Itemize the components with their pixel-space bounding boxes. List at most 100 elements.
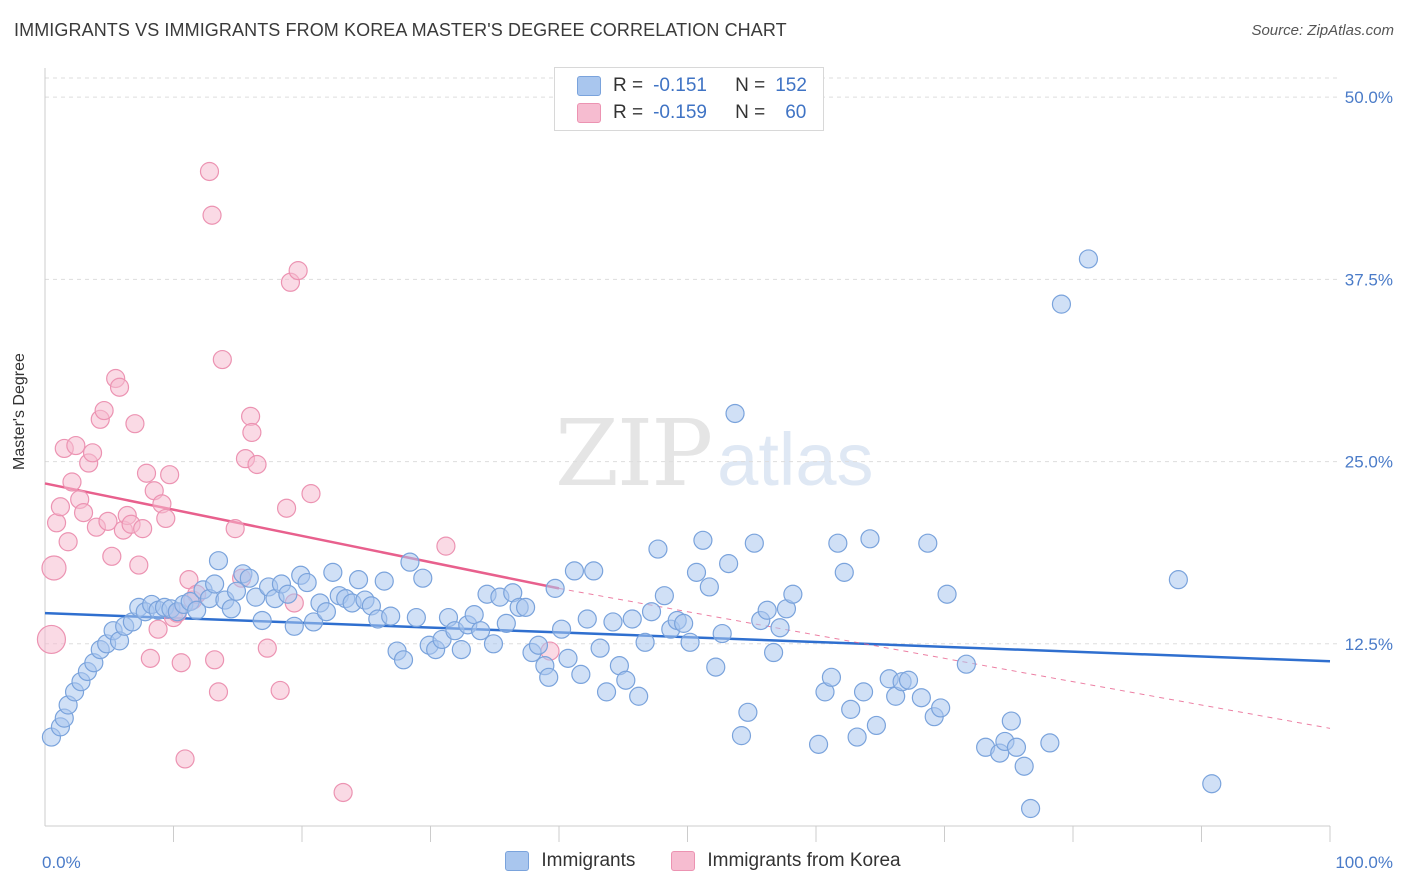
immigrants-point [680,632,700,652]
immigrants-point [381,606,401,626]
watermark-atlas: atlas [717,418,874,501]
immigrants-point [654,586,674,606]
korea-point [125,414,145,434]
korea-point [333,782,353,803]
korea-point [148,619,168,639]
korea-point [202,205,222,225]
korea-point [257,638,277,658]
immigrants-point [187,600,207,620]
immigrants-point [1078,249,1099,269]
x-tick-label: 0.0% [42,853,81,872]
korea-point [62,472,82,492]
korea-point [276,498,297,518]
korea-point [109,377,130,397]
immigrants-point [226,581,247,601]
bottom-legend-label: Immigrants [541,850,636,871]
immigrants-point [451,640,471,660]
korea-point [129,555,149,575]
immigrants-point [738,702,758,722]
korea-point [199,161,220,182]
korea-point [82,443,103,463]
immigrants-point [239,568,259,588]
bottom-legend-swatch-pink [671,851,696,871]
immigrants-point [584,561,604,581]
immigrants-point [571,664,591,685]
immigrants-point [558,648,578,668]
immigrants-point [406,607,426,628]
legend-n-label: N = [735,102,766,123]
immigrants-point [1040,733,1060,753]
immigrants-point [860,529,880,549]
korea-point [133,519,153,539]
grid-layer [45,77,1338,645]
immigrants-point [539,667,559,687]
immigrants-point [348,570,369,590]
immigrants-point [731,726,752,746]
legend-r-label: R = [613,75,644,96]
immigrants-point [1051,294,1072,314]
immigrants-point [674,613,694,633]
korea-point [73,502,94,523]
immigrants-point [719,554,739,574]
korea-point [212,349,232,370]
immigrants-point [853,682,874,702]
immigrants-point [956,654,976,674]
korea-point [241,406,261,426]
immigrants-point [496,613,516,633]
korea-point [160,465,180,485]
korea-point [247,454,267,475]
korea-point [98,511,118,531]
immigrants-point [545,578,565,598]
immigrants-point [725,403,745,424]
immigrants-point [393,650,414,670]
legend-r-value: -0.159 [653,102,707,123]
immigrants-point [808,734,829,754]
immigrants-point [841,699,861,719]
legend-n-value: 60 [785,102,807,123]
korea-point [301,484,321,504]
immigrants-point [866,715,886,736]
immigrants-point [297,572,317,593]
bottom-legend-korea: Immigrants from Korea [671,850,901,872]
korea-point [36,624,67,655]
chart-source: Source: ZipAtlas.com [1251,22,1394,39]
y-tick-label: 50.0% [1345,88,1393,107]
legend-row-korea: R = -0.159 N = 60 [577,101,806,125]
immigrants-point [400,552,420,572]
immigrants-point [278,584,298,604]
immigrants-point [316,602,337,622]
korea-point [270,680,290,701]
immigrants-point [686,562,707,582]
immigrants-point [693,530,713,550]
korea-point [225,519,245,539]
y-tick-label: 25.0% [1345,453,1393,472]
korea-point [136,463,157,483]
y-tick-label: 37.5% [1345,270,1393,289]
immigrants-point [911,688,931,708]
korea-point [58,532,78,552]
immigrants-point [821,667,842,687]
korea-point [208,682,229,702]
legend-n-value: 152 [775,75,807,96]
legend-swatch-blue [577,76,601,96]
immigrants-point [699,577,719,597]
immigrants-point [744,533,764,553]
y-tick-label: 12.5% [1345,635,1393,654]
immigrants-point [706,657,726,677]
korea-point [242,422,262,443]
immigrants-point [464,605,484,625]
immigrants-point [616,670,636,690]
immigrants-point [1168,570,1188,590]
immigrants-point [635,632,655,652]
immigrants-point [551,619,572,639]
immigrants-point [590,638,610,658]
immigrants-point [577,609,597,629]
immigrants-point [528,635,549,655]
korea-point [140,648,160,668]
immigrants-point [770,618,790,638]
immigrants-point [1001,711,1021,731]
immigrants-point [712,623,732,644]
immigrants-point [757,600,777,620]
immigrants-point [483,634,504,654]
immigrants-point [834,562,854,582]
